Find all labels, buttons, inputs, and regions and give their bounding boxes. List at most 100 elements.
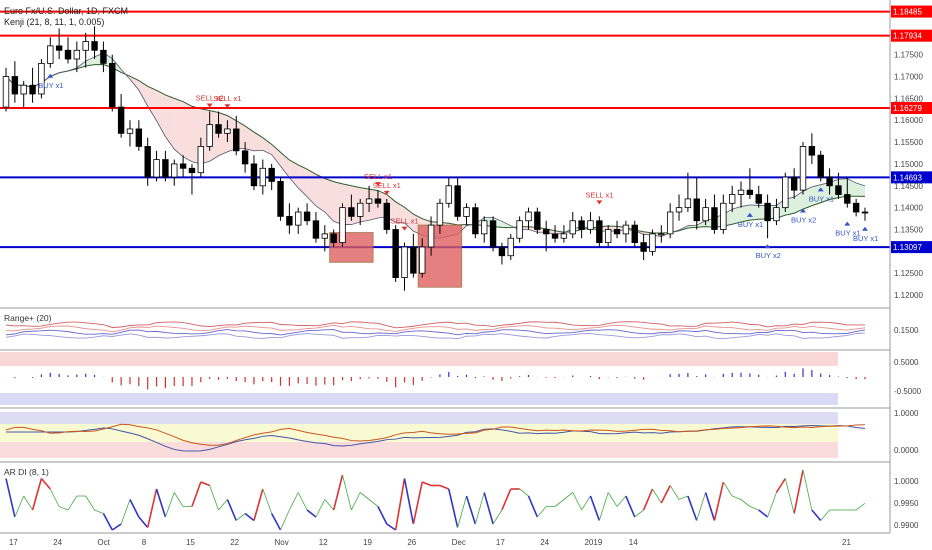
candle-body (675, 207, 683, 213)
level-label: 1.14693 (893, 173, 922, 182)
ardi-line-segment (218, 499, 228, 511)
sell-arrow-icon (224, 104, 231, 109)
candle-body (596, 220, 603, 244)
time-tick-label: 15 (186, 538, 195, 547)
candle-body (587, 220, 594, 230)
ma-fill-segment (112, 58, 122, 73)
candle-body (241, 150, 249, 165)
ardi-line-segment (722, 481, 733, 497)
candle-body (365, 198, 373, 204)
level-label-bg (891, 29, 932, 42)
candle-body (162, 159, 169, 178)
ardi-line-segment (642, 488, 654, 511)
ardi-line-segment (457, 495, 467, 528)
ardi-line-segment (775, 478, 786, 493)
ma-fill-segment (847, 178, 857, 197)
price-tick-label: 1.17000 (894, 73, 923, 82)
price-tick-label: 1.15500 (894, 138, 923, 147)
ardi-line-segment (289, 492, 299, 511)
ma-fill-segment (271, 144, 281, 167)
ardi-line-segment (696, 492, 706, 521)
candle-body (844, 194, 851, 204)
candle-body (427, 224, 435, 248)
pane-tick-label: 0.5000 (894, 358, 919, 367)
tdi-lower-band (0, 442, 838, 458)
ardi-line-segment (412, 481, 423, 525)
buy-signal-label: BUY x1 (853, 234, 878, 243)
ma-fill-segment (245, 126, 254, 151)
range-line (5, 324, 866, 333)
candle-body (436, 202, 444, 226)
ardi-line-segment (306, 509, 317, 518)
time-tick-label: 12 (319, 538, 328, 547)
ardi-line-segment (669, 485, 680, 500)
candle-body (153, 159, 160, 178)
candle-body (268, 167, 275, 182)
ardi-line-segment (439, 484, 450, 490)
candle-body (286, 215, 293, 226)
candle-body (666, 211, 674, 235)
sell-arrow-icon (596, 200, 603, 205)
sell-arrow-icon (374, 182, 381, 187)
ardi-line-segment (244, 512, 255, 522)
candle-body (578, 220, 585, 230)
ardi-line-segment (332, 474, 344, 511)
candle-body (542, 229, 550, 235)
ma-fill-segment (811, 184, 821, 206)
sell-signal-label: SELL x1 (391, 217, 419, 226)
candle-body (551, 233, 559, 239)
ardi-line-segment (31, 478, 43, 511)
ardi-line-segment (67, 495, 78, 511)
candle-body (109, 62, 116, 108)
candle-body (826, 176, 833, 187)
ardi-line-segment (262, 488, 273, 514)
pane-tick-label: 0.9950 (894, 499, 919, 508)
ardi-line-segment (554, 499, 565, 507)
sell-arrow-icon (206, 103, 213, 108)
ardi-line-segment (527, 495, 539, 518)
ma-fill-segment (289, 159, 299, 188)
candle-body (702, 207, 709, 222)
ardi-line-segment (767, 492, 777, 518)
ardi-line-segment (793, 469, 804, 514)
time-tick-label: Nov (275, 538, 289, 547)
candle-body (11, 76, 19, 95)
ma-fill-segment (856, 183, 865, 197)
ardi-line-segment (678, 495, 689, 500)
ardi-line-segment (660, 485, 671, 504)
buy-arrow-icon (764, 244, 771, 249)
buy-signal-label: BUY x2 (791, 216, 816, 225)
highlight-box (329, 232, 374, 263)
ma-fill-segment (307, 169, 316, 207)
ardi-line-segment (209, 485, 219, 511)
candle-body (55, 45, 63, 51)
pane-tick-label: 0.0000 (894, 446, 919, 455)
candle-body (91, 41, 98, 51)
candle-body (100, 49, 107, 64)
ardi-line-segment (616, 495, 627, 507)
candle-body (215, 124, 222, 134)
level-label: 1.16279 (893, 104, 922, 113)
ardi-line-segment (492, 509, 503, 525)
ardi-line-segment (351, 492, 361, 511)
ma-fill-segment (395, 201, 405, 223)
ardi-line-segment (368, 499, 379, 507)
sell-signal-label: SELL x1 (373, 181, 401, 190)
tdi-line (6, 425, 866, 452)
symbol-title: Euro Fx/U.S. Dollar, 1D, FXCM (4, 6, 128, 16)
msi-upper-band (0, 352, 838, 366)
ardi-line-segment (226, 499, 237, 521)
buy-signal-label: BUY x1 (738, 220, 763, 229)
candle-body (649, 233, 656, 252)
candle-body (560, 233, 568, 239)
price-tick-label: 1.17500 (894, 51, 923, 60)
buy-signal-label: BUY x1 (38, 81, 63, 90)
ardi-line-segment (758, 509, 769, 518)
candle-body (321, 233, 329, 239)
candle-body (303, 211, 311, 222)
candle-body (73, 49, 81, 60)
candle-body (126, 128, 134, 134)
candle-body (2, 76, 10, 108)
ardi-line-segment (784, 478, 795, 514)
time-tick-label: 22 (230, 538, 239, 547)
